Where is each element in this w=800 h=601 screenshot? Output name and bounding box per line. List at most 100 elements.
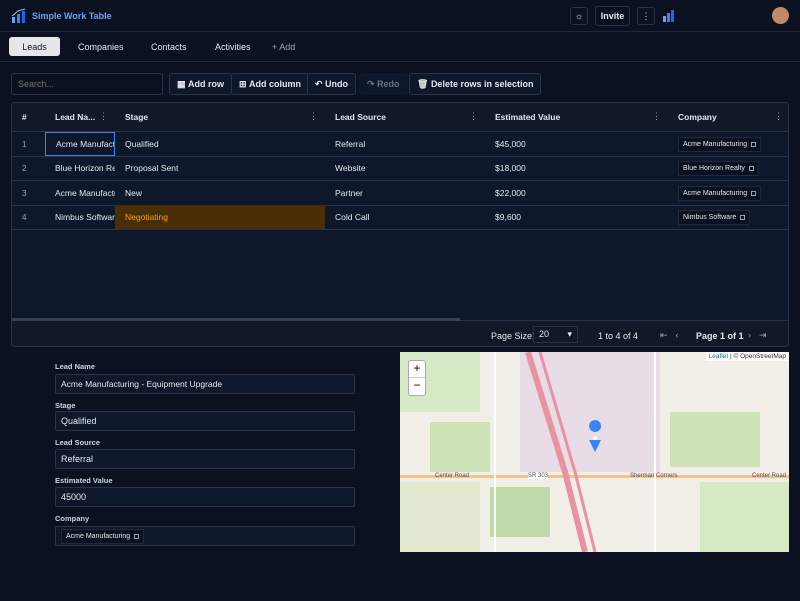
column-menu[interactable]: ⋮ xyxy=(469,111,478,121)
app-name: Simple Work Table xyxy=(32,11,112,21)
page-size-select[interactable]: 20 ▾ xyxy=(533,326,578,343)
cell[interactable]: Partner xyxy=(335,188,363,198)
chip-text: Blue Horizon Realty xyxy=(683,164,745,172)
column-header[interactable]: Stage xyxy=(125,112,149,122)
redo-button[interactable]: ↷ Redo xyxy=(359,73,408,95)
page-indicator: Page 1 of 1 xyxy=(696,331,744,341)
search-input[interactable] xyxy=(11,73,163,95)
column-menu[interactable]: ⋮ xyxy=(99,111,108,121)
map-label: Center Road xyxy=(435,473,470,479)
company-chip[interactable]: Acme Manufacturing xyxy=(678,136,762,152)
cell[interactable]: Website xyxy=(335,163,366,173)
cell[interactable]: Cold Call xyxy=(335,212,370,222)
company-chip[interactable]: Acme Manufacturing xyxy=(61,528,145,544)
zoom-in[interactable]: + xyxy=(409,361,425,378)
field-input[interactable]: Referral xyxy=(55,449,355,469)
button-label: Redo xyxy=(377,79,400,89)
column-header[interactable]: # xyxy=(22,112,27,122)
row xyxy=(12,205,788,206)
invite-button[interactable]: Invite xyxy=(595,6,630,26)
tab[interactable]: Contacts xyxy=(151,41,187,52)
add-row-button[interactable]: ▦ Add row xyxy=(169,73,233,95)
top-bar: Simple Work Table ☼ Invite ⋮ xyxy=(0,0,800,32)
tab[interactable]: Leads xyxy=(9,37,60,56)
company-chip[interactable]: Blue Horizon Realty xyxy=(678,160,759,176)
row xyxy=(12,229,788,230)
button-label: Add column xyxy=(249,79,302,89)
field-input[interactable]: Qualified xyxy=(55,411,355,431)
cell[interactable]: Acme Manufactu xyxy=(45,132,115,156)
field-label: Stage xyxy=(55,401,76,410)
page-size-label: Page Size: xyxy=(491,331,535,341)
tab[interactable]: + Add xyxy=(272,41,296,52)
column-header[interactable]: Lead Na... xyxy=(55,112,96,122)
cell[interactable]: Negotiating xyxy=(115,205,325,229)
cell[interactable]: Acme Manufactu xyxy=(55,188,115,198)
theme-toggle[interactable]: ☼ xyxy=(570,7,588,25)
field-label: Lead Source xyxy=(55,438,101,447)
nav-first-prev[interactable]: ⇤‹ xyxy=(660,330,687,340)
grid-header xyxy=(12,103,788,132)
cell[interactable]: 4 xyxy=(22,212,27,222)
tab[interactable]: Activities xyxy=(215,41,251,52)
chart-icon[interactable] xyxy=(662,9,676,23)
chip-text: Nimbus Software xyxy=(683,213,737,221)
scrollbar xyxy=(12,318,460,321)
row-range: 1 to 4 of 4 xyxy=(598,331,639,341)
column-menu[interactable]: ⋮ xyxy=(309,111,318,121)
button-label: Delete rows in selection xyxy=(430,79,534,89)
cell[interactable]: Proposal Sent xyxy=(125,163,179,173)
add-column-button[interactable]: ⊞ Add column xyxy=(231,73,310,95)
avatar[interactable] xyxy=(772,7,789,24)
map: Center Road SR 303 Sherman Corners Cente… xyxy=(400,352,789,552)
field-input[interactable]: 45000 xyxy=(55,487,355,507)
cell[interactable]: Blue Horizon Rea xyxy=(55,163,115,173)
field-label: Estimated Value xyxy=(55,476,113,485)
cell[interactable]: $45,000 xyxy=(495,139,526,149)
cell[interactable]: 1 xyxy=(22,139,27,149)
tab[interactable]: Companies xyxy=(78,41,124,52)
row xyxy=(12,156,788,157)
cell: Acme Manufacturing xyxy=(668,181,788,205)
map-label: Sherman Corners xyxy=(630,473,678,479)
chip-text: Acme Manufacturing xyxy=(683,140,748,148)
map-label: SR 303 xyxy=(528,473,549,479)
cell[interactable]: $22,000 xyxy=(495,188,526,198)
pagination: Page Size: 20 ▾ 1 to 4 of 4 ⇤‹ Page 1 of … xyxy=(12,318,788,346)
cell[interactable]: $9,600 xyxy=(495,212,521,222)
leaflet-link[interactable]: Leaflet xyxy=(708,353,729,360)
cell: Blue Horizon Realty xyxy=(668,156,788,180)
logo xyxy=(11,8,26,23)
osm-attribution: | © OpenStreetMap xyxy=(730,353,786,360)
chip-text: Acme Manufacturing xyxy=(683,189,748,197)
column-menu[interactable]: ⋮ xyxy=(774,111,783,121)
menu-button[interactable]: ⋮ xyxy=(637,7,655,25)
cell[interactable]: Qualified xyxy=(125,139,159,149)
attribution: Leaflet | © OpenStreetMap xyxy=(705,352,789,361)
cell[interactable]: 3 xyxy=(22,188,27,198)
zoom-out[interactable]: − xyxy=(413,378,421,392)
field-input[interactable]: Acme Manufacturing - Equipment Upgrade xyxy=(55,374,355,394)
field-label: Company xyxy=(55,514,90,523)
row xyxy=(12,180,788,181)
cell[interactable]: Referral xyxy=(335,139,366,149)
column-header[interactable]: Company xyxy=(678,112,717,122)
button-label: Add row xyxy=(188,79,225,89)
cell[interactable]: New xyxy=(125,188,143,198)
company-chip[interactable]: Acme Manufacturing xyxy=(678,185,762,201)
column-header[interactable]: Estimated Value xyxy=(495,112,561,122)
column-menu[interactable]: ⋮ xyxy=(652,111,661,121)
cell[interactable]: $18,000 xyxy=(495,163,526,173)
field-input[interactable]: Acme Manufacturing xyxy=(55,526,355,546)
company-chip[interactable]: Nimbus Software xyxy=(678,209,751,225)
cell: Acme Manufacturing xyxy=(668,132,788,156)
button-label: Undo xyxy=(325,79,349,89)
zoom-control: + − xyxy=(408,360,426,396)
cell[interactable]: Nimbus Software xyxy=(55,212,115,222)
undo-button[interactable]: ↶ Undo xyxy=(307,73,357,95)
nav-next-last[interactable]: ›⇥ xyxy=(748,330,775,340)
delete-rows-button[interactable]: 🗑 Delete rows in selection xyxy=(409,73,542,95)
cell[interactable]: 2 xyxy=(22,163,27,173)
column-header[interactable]: Lead Source xyxy=(335,112,387,122)
